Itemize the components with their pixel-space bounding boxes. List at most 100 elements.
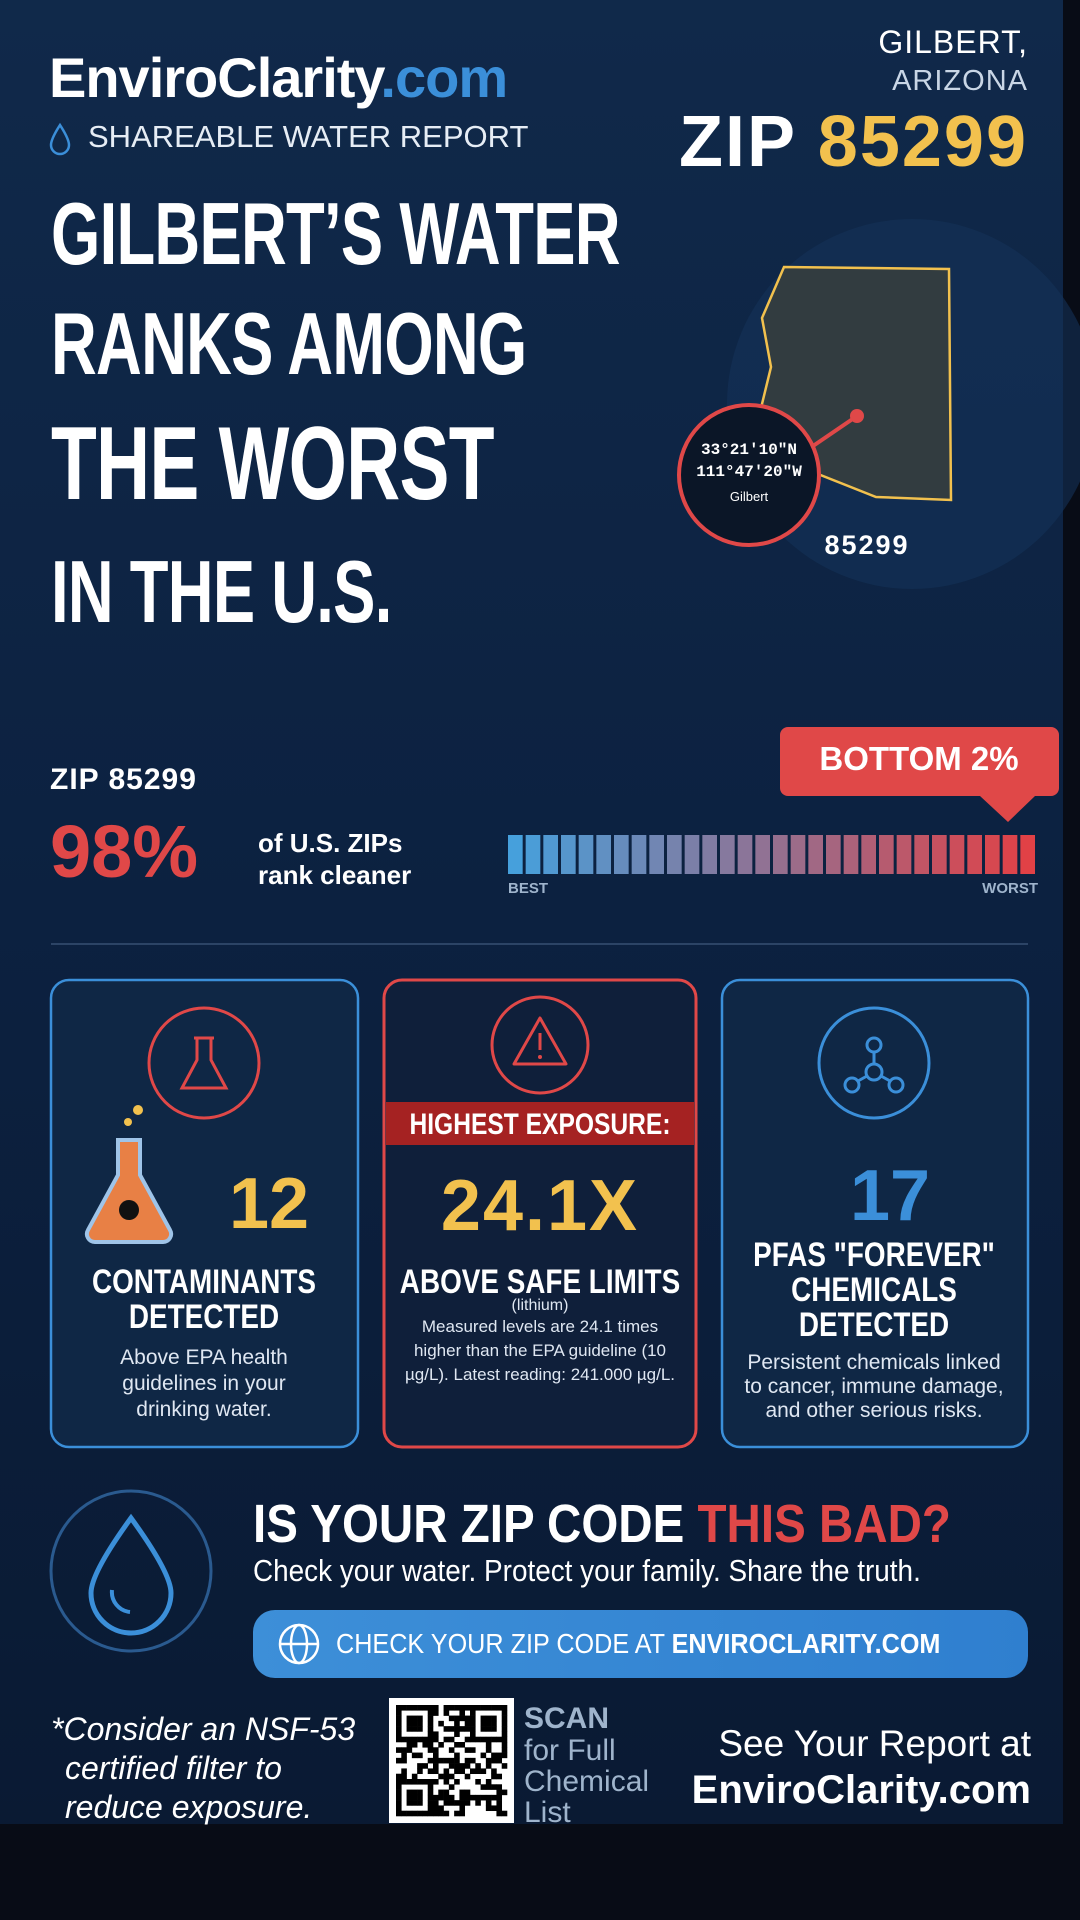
cta-button[interactable]: CHECK YOUR ZIP CODE AT ENVIROCLARITY.COM [336,1630,940,1658]
qr-cell [433,1705,439,1711]
scan-text: List [524,1796,571,1829]
headline: RANKS AMONG [51,294,527,393]
qr-cell [464,1773,471,1780]
qr-cell [464,1715,471,1722]
qr-cell [485,1763,492,1769]
qr-cell [464,1705,471,1711]
qr-cell [443,1794,450,1801]
qr-cell [454,1731,460,1738]
qr-cell [406,1736,413,1743]
qr-cell [496,1736,503,1743]
badge-pointer [980,796,1035,822]
pin-line [811,414,859,448]
rank-segment [649,835,664,874]
qr-cell [448,1747,455,1753]
qr-cell [433,1757,439,1764]
qr-cell [475,1736,481,1743]
rank-segment [879,835,894,874]
qr-cell [448,1705,455,1711]
qr-cell [417,1794,423,1801]
qr-cell [459,1726,466,1732]
rank-segment [596,835,611,874]
subtitle: SHAREABLE WATER REPORT [88,119,529,154]
qr-cell [396,1810,402,1817]
qr-cell [491,1768,497,1775]
qr-cell [427,1810,434,1817]
warning-dot [538,1055,542,1059]
cta-ring [49,1489,213,1653]
rank-segment [967,835,982,874]
skull [119,1200,139,1220]
card-text: to cancer, immune damage, [744,1375,1004,1398]
qr-cell [433,1768,439,1775]
qr-cell [438,1810,444,1817]
qr-cell [411,1773,418,1780]
flask-icon [179,1036,229,1090]
qr-cell [480,1752,487,1759]
qr-cell [396,1747,402,1753]
qr-cell [448,1773,455,1780]
card-text: guidelines in your [122,1372,286,1395]
qr-cell [406,1715,413,1722]
qr-cell [470,1794,476,1801]
qr-cell [454,1757,460,1764]
qr-cell [470,1747,476,1753]
qr-cell [422,1779,429,1785]
qr-cell [417,1779,423,1785]
rank-segment [508,835,523,874]
qr-cell [448,1757,455,1764]
zip-label: ZIP [679,102,796,182]
rank-segment [614,835,629,874]
qr-cell [406,1789,413,1796]
qr-cell [491,1773,497,1780]
qr-cell [411,1810,418,1817]
molecule-icon [843,1036,905,1094]
qr-cell [454,1752,460,1759]
cta-button-text[interactable]: CHECK YOUR ZIP CODE AT [336,1628,665,1659]
qr-cell [459,1789,466,1796]
qr-cell [427,1736,434,1743]
card-text: and other serious risks. [765,1399,983,1422]
qr-cell [406,1720,413,1727]
qr-cell [454,1779,460,1785]
qr-cell [501,1810,508,1817]
qr-cell [401,1768,407,1775]
qr-cell [443,1773,450,1780]
qr-cell [464,1736,471,1743]
qr-cell [417,1720,423,1727]
qr-cell [485,1736,492,1743]
icon-ring [817,1006,931,1120]
qr-cell [459,1710,466,1716]
qr-cell [491,1794,497,1801]
qr-cell [443,1810,450,1817]
qr-cell [470,1705,476,1711]
qr-cell [464,1794,471,1801]
qr-cell [411,1779,418,1785]
rank-segment [949,835,965,874]
qr-cell [411,1736,418,1743]
card-text: drinking water. [136,1398,272,1421]
card [49,978,360,1449]
qr-cell [459,1763,466,1769]
qr-pattern [396,1705,508,1817]
qr-cell [406,1794,413,1801]
qr-cell [480,1726,487,1732]
qr-cell [443,1710,450,1716]
pin [850,409,864,423]
qr-cell [459,1800,466,1806]
qr-cell [448,1763,455,1769]
qr-cell [427,1768,434,1775]
qr-cell [464,1789,471,1796]
cta-drop [88,1513,174,1636]
qr-cell [396,1779,402,1785]
card-subtitle: (lithium) [511,1297,569,1314]
rank-segment [543,835,558,874]
qr-cell [480,1736,487,1743]
qr-cell [480,1705,487,1711]
card-text: Above EPA health [120,1346,288,1369]
qr-cell [406,1726,413,1732]
qr-cell [433,1710,439,1716]
cta-button-highlight[interactable]: ENVIROCLARITY.COM [671,1628,941,1659]
